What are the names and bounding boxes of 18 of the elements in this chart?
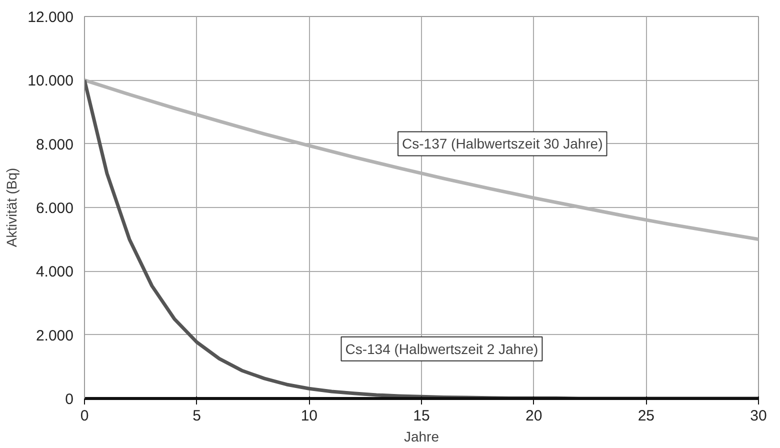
- y-tick-label: 6.000: [36, 200, 74, 217]
- x-tick-label: 10: [300, 408, 318, 424]
- x-tick-label: 25: [638, 408, 655, 424]
- x-tick-label: 5: [192, 408, 202, 424]
- x-tick-label: 20: [525, 408, 542, 424]
- y-tick-label: 10.000: [28, 72, 74, 90]
- y-tick-label: 8.000: [36, 136, 74, 154]
- series-label: Cs-137 (Halbwertszeit 30 Jahre): [402, 136, 603, 152]
- y-tick-label: 4.000: [36, 264, 74, 281]
- text: Cs-134 (Halbwertszeit 2 Jahre): [345, 340, 538, 357]
- y-tick-label: 12.000: [28, 9, 74, 26]
- x-tick-label: 30: [750, 408, 767, 424]
- x-tick-label: 15: [413, 408, 430, 424]
- y-axis-title: Aktivität (Bq): [4, 168, 20, 248]
- x-tick-label: 0: [80, 408, 89, 424]
- y-tick-label: 0: [65, 391, 74, 408]
- x-axis-title: Jahre: [404, 428, 440, 444]
- y-tick-label: 2.000: [36, 327, 74, 344]
